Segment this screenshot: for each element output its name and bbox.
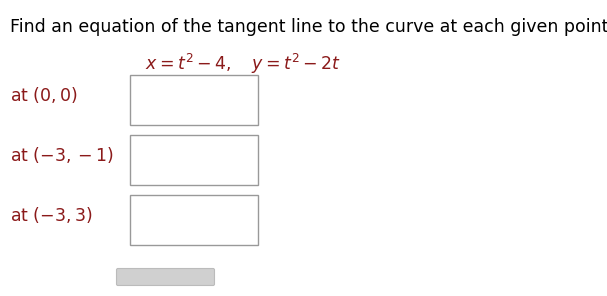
Text: $x = t^2 - 4, \quad y = t^2 - 2t$: $x = t^2 - 4, \quad y = t^2 - 2t$ [145, 52, 341, 76]
Text: at $(-3, -1)$: at $(-3, -1)$ [10, 145, 114, 165]
Text: at $(0, 0)$: at $(0, 0)$ [10, 85, 78, 105]
Bar [130, 75, 258, 125]
FancyBboxPatch shape [117, 268, 214, 286]
Bar [130, 135, 258, 185]
Text: Find an equation of the tangent line to the curve at each given point.: Find an equation of the tangent line to … [10, 18, 607, 36]
Bar [130, 195, 258, 245]
Text: at $(-3, 3)$: at $(-3, 3)$ [10, 205, 93, 225]
